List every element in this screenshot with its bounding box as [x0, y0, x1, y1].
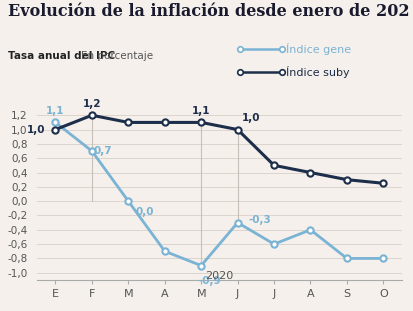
Text: Índice gene: Índice gene	[286, 43, 351, 55]
Text: 1,0: 1,0	[27, 125, 45, 135]
Text: 1,1: 1,1	[192, 106, 210, 116]
Text: 1,1: 1,1	[46, 106, 64, 116]
Text: Índice suby: Índice suby	[286, 66, 349, 78]
Text: 2020: 2020	[205, 271, 233, 281]
Text: -0,3: -0,3	[248, 215, 271, 225]
Text: 1,0: 1,0	[242, 114, 260, 123]
Text: Tasa anual del IPC: Tasa anual del IPC	[8, 51, 115, 61]
Text: 0,0: 0,0	[135, 207, 154, 217]
Text: Evolución de la inflación desde enero de 202: Evolución de la inflación desde enero de…	[8, 3, 409, 20]
Text: 1,2: 1,2	[83, 99, 101, 109]
Text: En porcentaje: En porcentaje	[81, 51, 152, 61]
Text: 0,7: 0,7	[93, 146, 112, 156]
Text: -0,9: -0,9	[198, 276, 220, 286]
